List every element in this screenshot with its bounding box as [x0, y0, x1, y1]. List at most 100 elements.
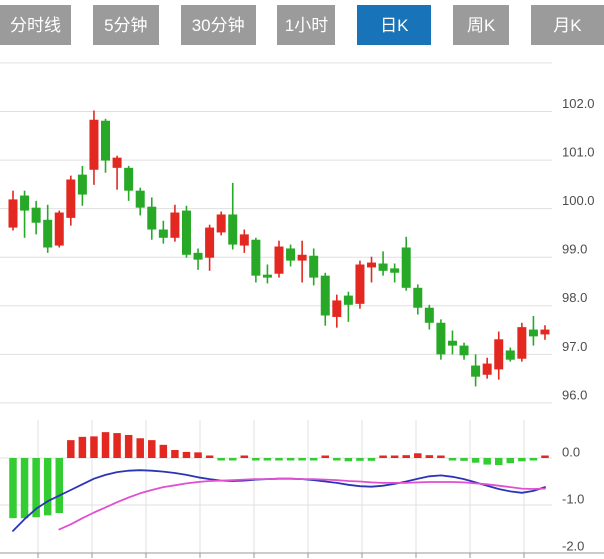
macd-histogram-bar [309, 458, 318, 461]
candle-body [482, 363, 492, 375]
macd-histogram-bar [32, 458, 40, 518]
candle-body [124, 167, 134, 191]
candle-body [505, 350, 515, 360]
candle-body [332, 300, 342, 317]
candle-body [251, 239, 261, 276]
price-axis-label: 98.0 [562, 290, 587, 305]
macd-histogram-bar [483, 458, 491, 465]
candle-body [528, 329, 538, 337]
candle-body [401, 247, 411, 288]
macd-histogram-bar [159, 444, 168, 458]
candle-body [89, 119, 99, 170]
macd-axis-label: 0.0 [562, 444, 580, 459]
candle-body [228, 214, 238, 245]
macd-histogram-bar [67, 440, 75, 458]
candle-body [112, 157, 122, 168]
candle-body [147, 206, 157, 230]
tab-30min[interactable]: 30分钟 [180, 5, 256, 45]
macd-histogram-bar [124, 434, 133, 458]
macd-histogram-bar [263, 458, 272, 461]
macd-histogram-bar [344, 458, 353, 462]
macd-histogram-bar [541, 455, 549, 458]
tab-weekly-k[interactable]: 周K [453, 5, 510, 45]
macd-histogram-bar [113, 433, 121, 458]
macd-histogram-bar [90, 436, 98, 458]
candle-body [343, 295, 353, 305]
macd-histogram-bar [182, 451, 191, 458]
macd-histogram-bar [55, 458, 64, 513]
candle-body [390, 268, 400, 273]
candle-body [494, 339, 504, 370]
macd-dea-line [58, 477, 546, 531]
candle-body [43, 219, 53, 248]
tab-5min[interactable]: 5分钟 [92, 5, 159, 45]
macd-histogram-bar [240, 455, 249, 458]
candle-body [66, 179, 76, 218]
macd-histogram-bar [194, 452, 202, 458]
candle-body [239, 234, 249, 246]
tab-1hour[interactable]: 1小时 [277, 5, 336, 45]
macd-histogram-bar [20, 458, 29, 519]
price-axis-label: 100.0 [562, 193, 595, 208]
macd-histogram-bar [414, 453, 422, 458]
candle-body [378, 263, 388, 271]
macd-axis-label: -1.0 [562, 491, 584, 506]
candle-body [355, 264, 365, 304]
macd-histogram-bar [228, 458, 237, 461]
candle-body [447, 340, 457, 346]
candle-body [77, 174, 87, 195]
macd-histogram-bar [437, 455, 445, 458]
macd-histogram-bar [205, 455, 214, 458]
tab-time-line[interactable]: 分时线 [0, 5, 71, 45]
macd-histogram-bar [101, 432, 110, 458]
candle-body [216, 214, 226, 233]
price-axis-label: 97.0 [562, 339, 587, 354]
macd-histogram-bar [425, 455, 434, 458]
macd-histogram-bar [367, 458, 376, 461]
price-axis-label: 99.0 [562, 242, 587, 257]
candle-body [193, 252, 203, 260]
candle-body [8, 199, 18, 228]
candle-body [540, 329, 550, 335]
macd-histogram-bar [321, 455, 330, 458]
macd-histogram-bar [471, 458, 480, 463]
macd-histogram-bar [518, 458, 526, 462]
price-axis-label: 102.0 [562, 96, 595, 111]
macd-histogram-bar [217, 458, 225, 461]
macd-histogram-bar [448, 458, 457, 461]
candle-body [262, 274, 272, 278]
candle-body [31, 207, 41, 223]
macd-histogram-bar [529, 458, 538, 461]
macd-histogram-bar [298, 458, 306, 461]
candle-body [297, 254, 307, 261]
macd-histogram-bar [171, 450, 179, 458]
candle-body [205, 227, 215, 258]
macd-histogram-bar [494, 458, 503, 466]
tab-daily-k[interactable]: 日K [357, 5, 432, 45]
candle-body [320, 275, 330, 316]
candle-body [101, 120, 111, 161]
candle-body [170, 212, 180, 238]
macd-histogram-bar [78, 436, 87, 458]
price-axis-label: 101.0 [562, 145, 595, 160]
candle-body [367, 262, 377, 268]
macd-histogram-bar [136, 438, 144, 458]
candle-body [424, 307, 434, 323]
macd-histogram-bar [379, 455, 387, 458]
macd-histogram-bar [390, 455, 399, 458]
tab-monthly-k[interactable]: 月K [530, 5, 604, 45]
macd-histogram-bar [275, 458, 283, 461]
macd-histogram-bar [506, 458, 515, 464]
macd-axis-label: -2.0 [562, 538, 584, 553]
candle-body [135, 190, 145, 208]
macd-histogram-bar [333, 458, 341, 461]
candle-body [20, 195, 30, 211]
macd-histogram-bar [286, 458, 295, 461]
candle-body [517, 327, 527, 359]
candle-body [471, 365, 481, 377]
candle-body [54, 212, 64, 246]
period-tab-bar: 分时线 5分钟 30分钟 1小时 日K 周K 月K [0, 5, 604, 45]
macd-histogram-bar [460, 458, 468, 461]
candle-body [181, 210, 191, 255]
